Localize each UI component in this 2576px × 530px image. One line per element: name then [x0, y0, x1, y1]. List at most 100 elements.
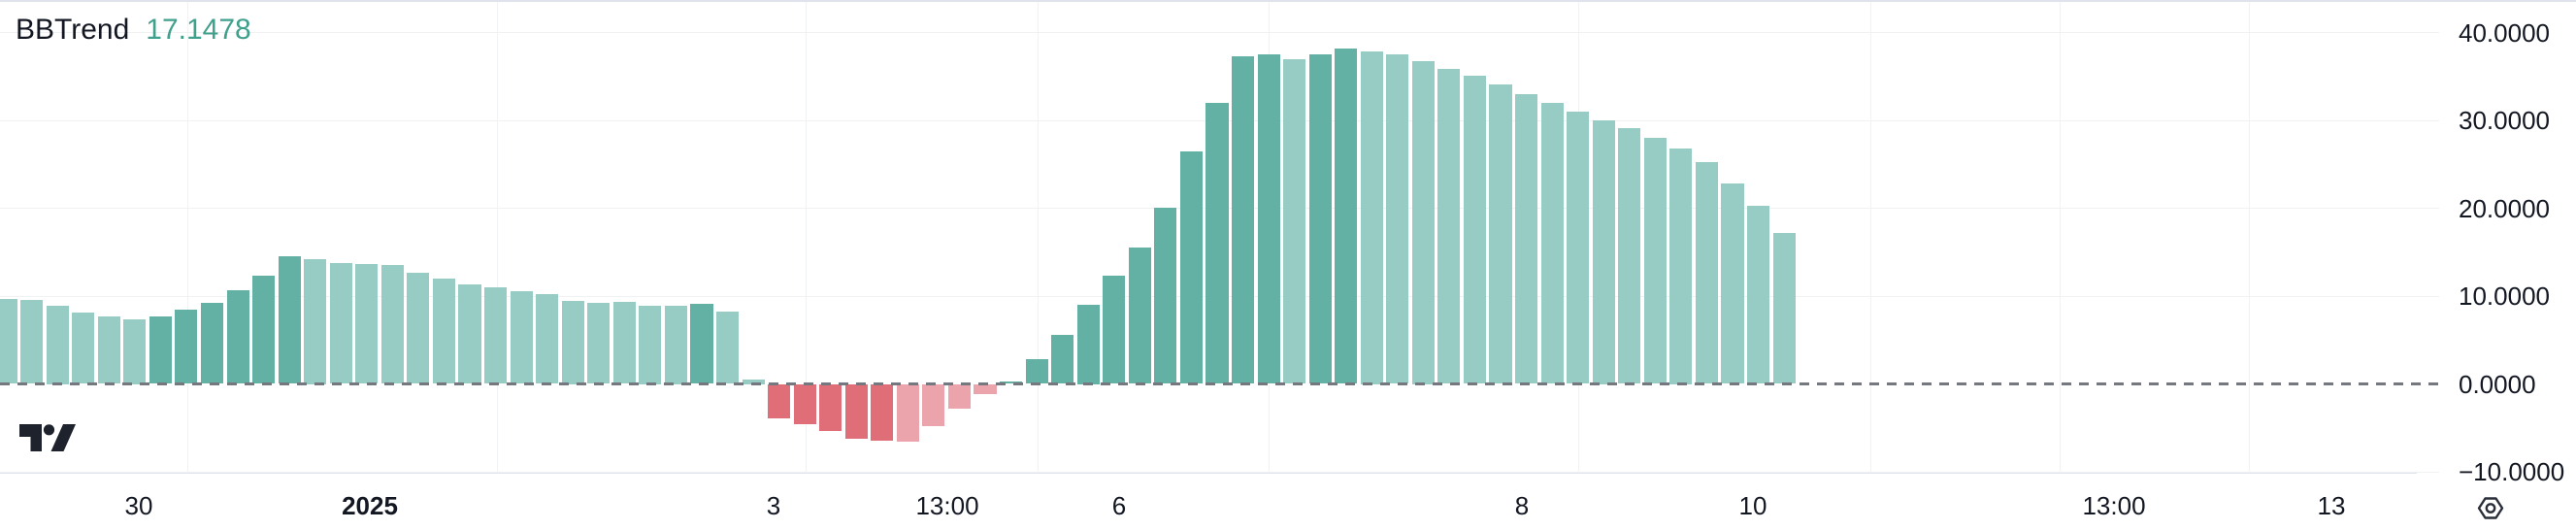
bbtrend-bar: [200, 303, 224, 384]
bbtrend-bar: [896, 384, 919, 442]
bbtrend-bar: [226, 289, 249, 384]
v-gridline: [806, 0, 807, 473]
time-axis-label: 30: [124, 491, 153, 520]
bbtrend-bar: [715, 312, 740, 384]
bbtrend-bar: [1051, 334, 1074, 384]
bbtrend-bar: [1437, 68, 1461, 384]
bbtrend-bar: [1386, 54, 1409, 384]
bbtrend-bar: [1335, 48, 1358, 384]
bbtrend-bar: [922, 384, 945, 427]
time-axis-label: 10: [1738, 491, 1767, 520]
bbtrend-bar: [536, 294, 559, 384]
bbtrend-bar: [1746, 205, 1770, 384]
bbtrend-bar: [819, 384, 842, 431]
time-axis-label: 6: [1111, 491, 1127, 520]
bbtrend-bar: [1618, 128, 1641, 384]
bbtrend-bar: [768, 384, 791, 419]
price-axis-label: −10.0000: [2459, 457, 2565, 486]
bbtrend-bar: [1567, 111, 1590, 384]
bbtrend-bar: [1025, 359, 1048, 384]
bbtrend-bar: [278, 256, 301, 384]
v-gridline: [187, 0, 188, 473]
bbtrend-bar: [1540, 102, 1564, 384]
bbtrend-bar: [639, 306, 662, 384]
v-gridline: [1038, 0, 1039, 473]
bbtrend-bar: [458, 284, 481, 384]
bbtrend-bar: [844, 384, 868, 440]
bbtrend-bar: [947, 384, 972, 410]
bbtrend-bar: [1231, 55, 1255, 384]
bbtrend-bar: [1076, 305, 1100, 384]
time-axis-label: 3: [766, 491, 781, 520]
bbtrend-bar: [175, 309, 198, 384]
bbtrend-bar: [97, 315, 120, 384]
v-gridline: [497, 0, 498, 473]
bbtrend-bar: [483, 286, 508, 384]
time-axis-label: 13:00: [915, 491, 979, 520]
time-axis-label: 13:00: [2082, 491, 2146, 520]
bbtrend-bar: [407, 272, 430, 384]
bbtrend-bar: [46, 306, 69, 384]
bbtrend-bar: [1103, 276, 1126, 384]
bbtrend-bar: [149, 315, 172, 384]
axis-settings-button[interactable]: [2477, 495, 2504, 521]
gear-icon: [2477, 497, 2504, 519]
bbtrend-bar: [20, 299, 44, 384]
bbtrend-bar: [561, 300, 584, 384]
price-axis-label: 40.0000: [2459, 17, 2550, 48]
bbtrend-bar: [432, 278, 456, 384]
tradingview-logo[interactable]: [19, 424, 76, 451]
time-axis-label: 8: [1514, 491, 1530, 520]
bbtrend-bar: [72, 313, 95, 384]
bbtrend-bar: [510, 290, 533, 384]
bbtrend-bar: [1592, 120, 1615, 384]
tradingview-logo-glyph: [19, 424, 76, 451]
bbtrend-bar: [1489, 83, 1512, 384]
bbtrend-bar: [690, 304, 713, 384]
bbtrend-bar: [1154, 207, 1177, 384]
zero-line: [0, 382, 2439, 385]
bbtrend-bar: [1283, 58, 1306, 384]
bbtrend-bar: [664, 306, 687, 384]
bbtrend-bar: [1257, 54, 1280, 384]
bbtrend-bar: [1360, 50, 1383, 384]
time-axis-label: 2025: [342, 491, 398, 520]
pane-separator[interactable]: [0, 0, 2576, 2]
price-axis[interactable]: 40.0000 30.0000 20.0000 10.0000 0.0000 −10.00…: [2439, 0, 2576, 530]
bbtrend-bar: [1721, 183, 1744, 384]
bbtrend-bar: [1695, 162, 1718, 384]
time-axis-label: 13: [2317, 491, 2346, 520]
bbtrend-bar: [612, 302, 636, 384]
bbtrend-bar: [1205, 102, 1229, 384]
chart-plot-area[interactable]: BBTrend 17.1478: [0, 0, 2439, 473]
bbtrend-bar: [587, 303, 611, 384]
bbtrend-bar: [1669, 149, 1693, 384]
bbtrend-bar: [1411, 60, 1435, 384]
bbtrend-bar: [123, 318, 147, 384]
bbtrend-bar: [329, 262, 352, 384]
indicator-value: 17.1478: [146, 14, 251, 46]
bbtrend-bar: [355, 264, 379, 384]
bbtrend-bar: [1308, 54, 1332, 384]
indicator-title[interactable]: BBTrend: [16, 14, 130, 46]
price-axis-label: 0.0000: [2459, 369, 2536, 399]
bbtrend-bar: [1179, 150, 1203, 384]
h-gridline: [0, 32, 2439, 33]
bbtrend-bar: [793, 384, 816, 424]
bbtrend-bar: [1515, 93, 1538, 384]
bbtrend-bar: [1128, 248, 1151, 384]
bbtrend-bar: [871, 384, 894, 441]
bbtrend-bar: [0, 298, 17, 384]
bbtrend-bar: [974, 384, 997, 394]
indicator-legend: BBTrend 17.1478: [16, 14, 251, 47]
v-gridline: [2249, 0, 2250, 473]
bbtrend-bar: [1643, 138, 1667, 384]
price-axis-label: 10.0000: [2459, 282, 2550, 311]
price-axis-label: 20.0000: [2459, 193, 2550, 223]
bbtrend-bar: [742, 380, 765, 384]
v-gridline: [1870, 0, 1871, 473]
time-axis[interactable]: 30 2025 3 13:00 6 8 10 13:00 13: [0, 474, 2439, 530]
price-axis-label: 30.0000: [2459, 106, 2550, 135]
bbtrend-bar: [380, 265, 404, 384]
